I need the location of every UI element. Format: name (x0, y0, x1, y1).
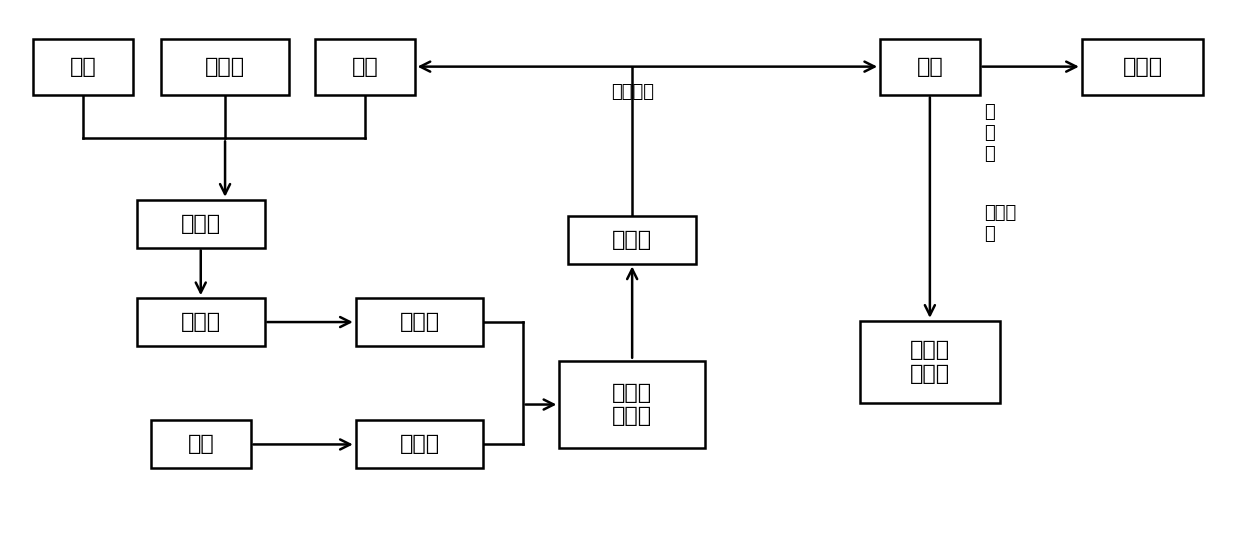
Text: 预热器: 预热器 (399, 312, 439, 332)
Bar (356, 298, 484, 346)
Text: 联苯胺
盐酸盐: 联苯胺 盐酸盐 (910, 340, 950, 383)
Text: 原料: 原料 (69, 56, 97, 77)
Bar (559, 361, 706, 449)
Text: 计量泵: 计量泵 (399, 434, 439, 454)
Text: 计量泵: 计量泵 (181, 312, 221, 332)
Text: 氧气: 氧气 (187, 434, 215, 454)
Bar (880, 39, 980, 94)
Bar (33, 39, 133, 94)
Text: 收料釜: 收料釜 (613, 230, 652, 250)
Text: 粗品: 粗品 (916, 56, 944, 77)
Text: 微通道
反应器: 微通道 反应器 (613, 383, 652, 426)
Bar (1081, 39, 1203, 94)
Bar (161, 39, 289, 94)
Text: 重
结
晶: 重 结 晶 (985, 103, 996, 163)
Bar (356, 420, 484, 469)
Text: 醋酸: 醋酸 (351, 56, 378, 77)
Text: 回收溶剂: 回收溶剂 (610, 83, 653, 100)
Text: 催化剂: 催化剂 (205, 56, 246, 77)
Bar (136, 200, 264, 248)
Bar (315, 39, 414, 94)
Text: 混料釜: 混料釜 (181, 213, 221, 233)
Bar (861, 321, 999, 403)
Text: 盐酸酸
化: 盐酸酸 化 (985, 204, 1017, 243)
Bar (151, 420, 250, 469)
Text: 联苯胺: 联苯胺 (1122, 56, 1163, 77)
Bar (136, 298, 264, 346)
Bar (568, 216, 696, 263)
